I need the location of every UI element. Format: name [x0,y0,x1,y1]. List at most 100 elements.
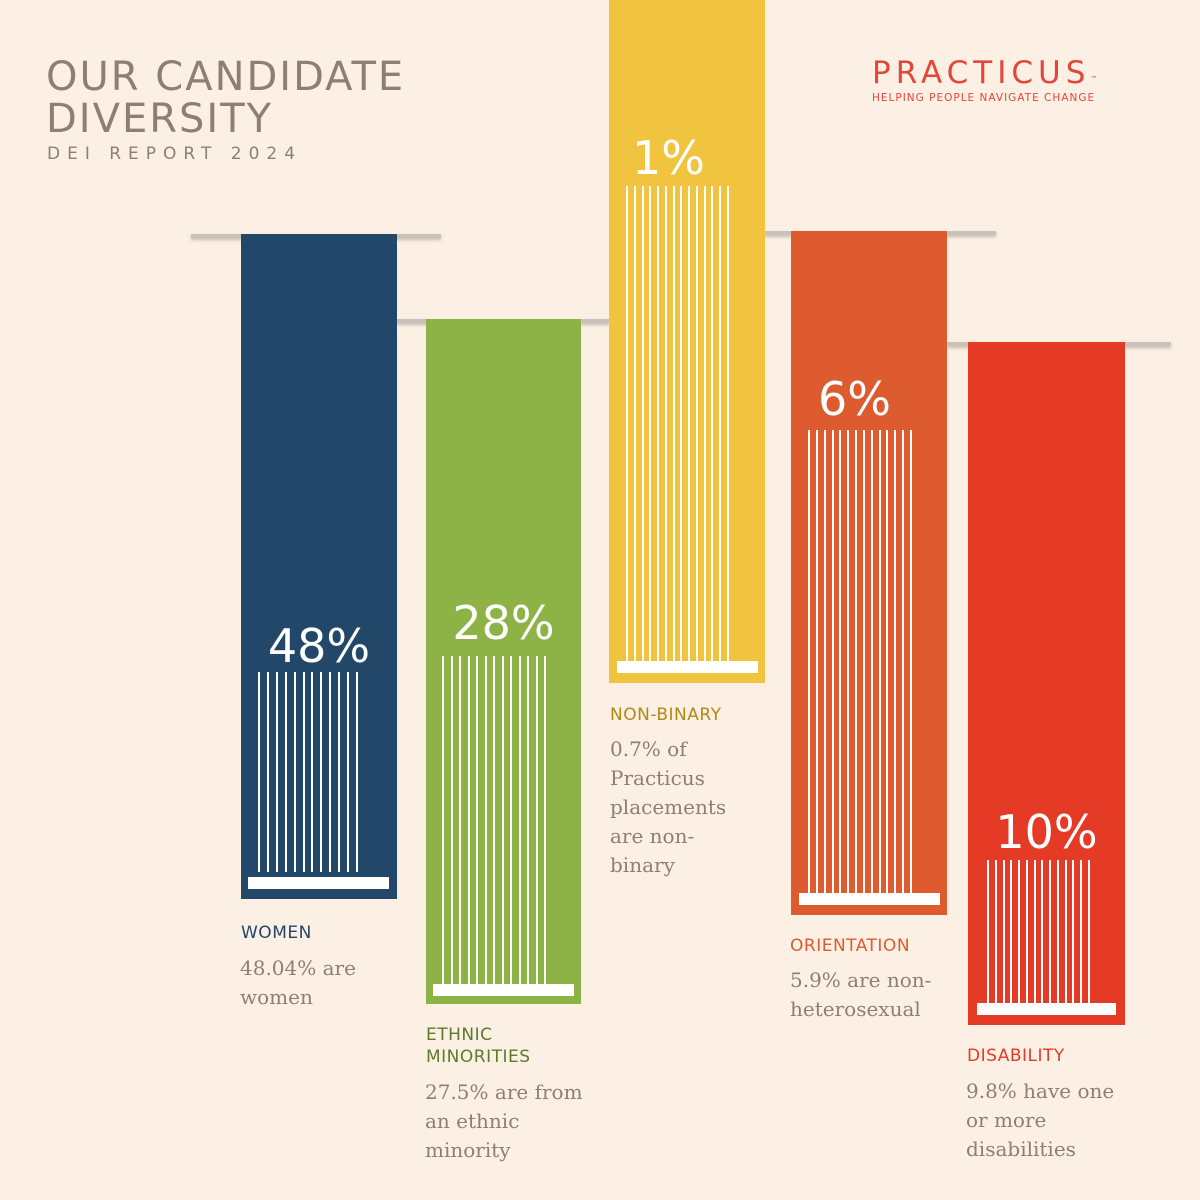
bar-tick-line [649,186,651,666]
bar-tick-line [704,186,706,666]
bar-tick-line [1057,860,1059,1010]
bar-tick-line [1041,860,1043,1010]
bar-tick-line [626,186,628,666]
bar-ethnic-minorities-ticks [442,656,546,986]
bar-disability: 10% [968,342,1125,1025]
bar-tick-line [294,672,296,872]
bar-tick-line [459,656,461,986]
logo-tagline: HELPING PEOPLE NAVIGATE CHANGE [872,92,1096,104]
bar-tick-line [338,672,340,872]
bar-tick-line [987,860,989,1010]
bar-tick-line [839,430,841,900]
bar-tick-line [1049,860,1051,1010]
bar-tick-line [502,656,504,986]
bar-tick-line [727,186,729,666]
bar-tick-line [894,430,896,900]
description-women: 48.04% are women [240,956,356,1009]
bar-non-binary: 1% [609,0,765,683]
bar-tick-line [476,656,478,986]
logo-name: PRACTICUS [872,55,1091,91]
bar-tick-line [910,430,912,900]
bar-non-binary-base [617,661,758,673]
bar-tick-line [995,860,997,1010]
bar-orientation-ticks [808,430,912,900]
bar-ethnic-minorities-base [433,984,574,996]
bar-non-binary-ticks [626,186,729,666]
title-line-2: DIVERSITY [46,96,274,142]
bar-tick-line [886,430,888,900]
bar-women: 48% [241,234,397,899]
bar-orientation: 6% [791,231,947,915]
bar-tick-line [1018,860,1020,1010]
bar-tick-line [871,430,873,900]
bar-tick-line [1034,860,1036,1010]
bar-orientation-base [799,893,940,905]
bar-tick-line [847,430,849,900]
bar-tick-line [832,430,834,900]
bar-tick-line [696,186,698,666]
bar-women-ticks [258,672,358,872]
bar-tick-line [510,656,512,986]
bar-tick-line [320,672,322,872]
description-disability: 9.8% have one or more disabilities [966,1079,1115,1161]
bar-tick-line [863,430,865,900]
bar-tick-line [879,430,881,900]
category-label-non-binary: NON-BINARY [610,705,722,725]
bar-tick-line [356,672,358,872]
bar-tick-line [657,186,659,666]
bar-tick-line [285,672,287,872]
bar-tick-line [276,672,278,872]
bar-tick-line [329,672,331,872]
bar-tick-line [442,656,444,986]
bar-tick-line [303,672,305,872]
category-label-women: WOMEN [241,923,312,943]
bar-tick-line [493,656,495,986]
bar-tick-line [1088,860,1090,1010]
bar-ethnic-minorities-value-label: 28% [452,596,555,650]
description-ethnic-minorities: 27.5% are from an ethnic minority [425,1080,583,1162]
practicus-logo: PRACTICUS™ HELPING PEOPLE NAVIGATE CHANG… [872,56,1097,104]
bar-non-binary-value-label: 1% [632,131,705,185]
bar-women-value-label: 48% [267,619,371,673]
bar-tick-line [680,186,682,666]
bar-tick-line [642,186,644,666]
bar-tick-line [544,656,546,986]
bar-tick-line [1026,860,1028,1010]
bar-tick-line [688,186,690,666]
bar-tick-line [711,186,713,666]
bar-tick-line [1010,860,1012,1010]
bar-tick-line [267,672,269,872]
bar-tick-line [855,430,857,900]
bar-tick-line [816,430,818,900]
bar-disability-ticks [987,860,1090,1010]
bar-ethnic-minorities: 28% [426,319,581,1004]
bar-tick-line [347,672,349,872]
bar-tick-line [451,656,453,986]
bar-tick-line [485,656,487,986]
bar-tick-line [634,186,636,666]
category-label-disability: DISABILITY [967,1046,1065,1066]
category-label-orientation: ORIENTATION [790,936,911,956]
description-non-binary: 0.7% of Practicus placements are non-bin… [610,737,727,877]
bar-tick-line [665,186,667,666]
bar-tick-line [808,430,810,900]
bar-disability-base [977,1003,1116,1015]
bar-tick-line [673,186,675,666]
page-title: OUR CANDIDATE DIVERSITY [46,56,405,140]
bar-tick-line [519,656,521,986]
category-label-ethnic-minorities: ETHNIC MINORITIES [426,1025,531,1067]
bar-orientation-value-label: 6% [818,372,891,426]
bar-tick-line [527,656,529,986]
bar-tick-line [311,672,313,872]
description-orientation: 5.9% are non-heterosexual [790,968,932,1021]
bar-tick-line [719,186,721,666]
bar-tick-line [1003,860,1005,1010]
page-subtitle: DEI REPORT 2024 [47,144,303,164]
bar-disability-value-label: 10% [995,805,1098,859]
bar-tick-line [536,656,538,986]
logo-trademark: ™ [1090,75,1098,83]
bar-tick-line [468,656,470,986]
bar-tick-line [1065,860,1067,1010]
bar-tick-line [1072,860,1074,1010]
bar-tick-line [258,672,260,872]
